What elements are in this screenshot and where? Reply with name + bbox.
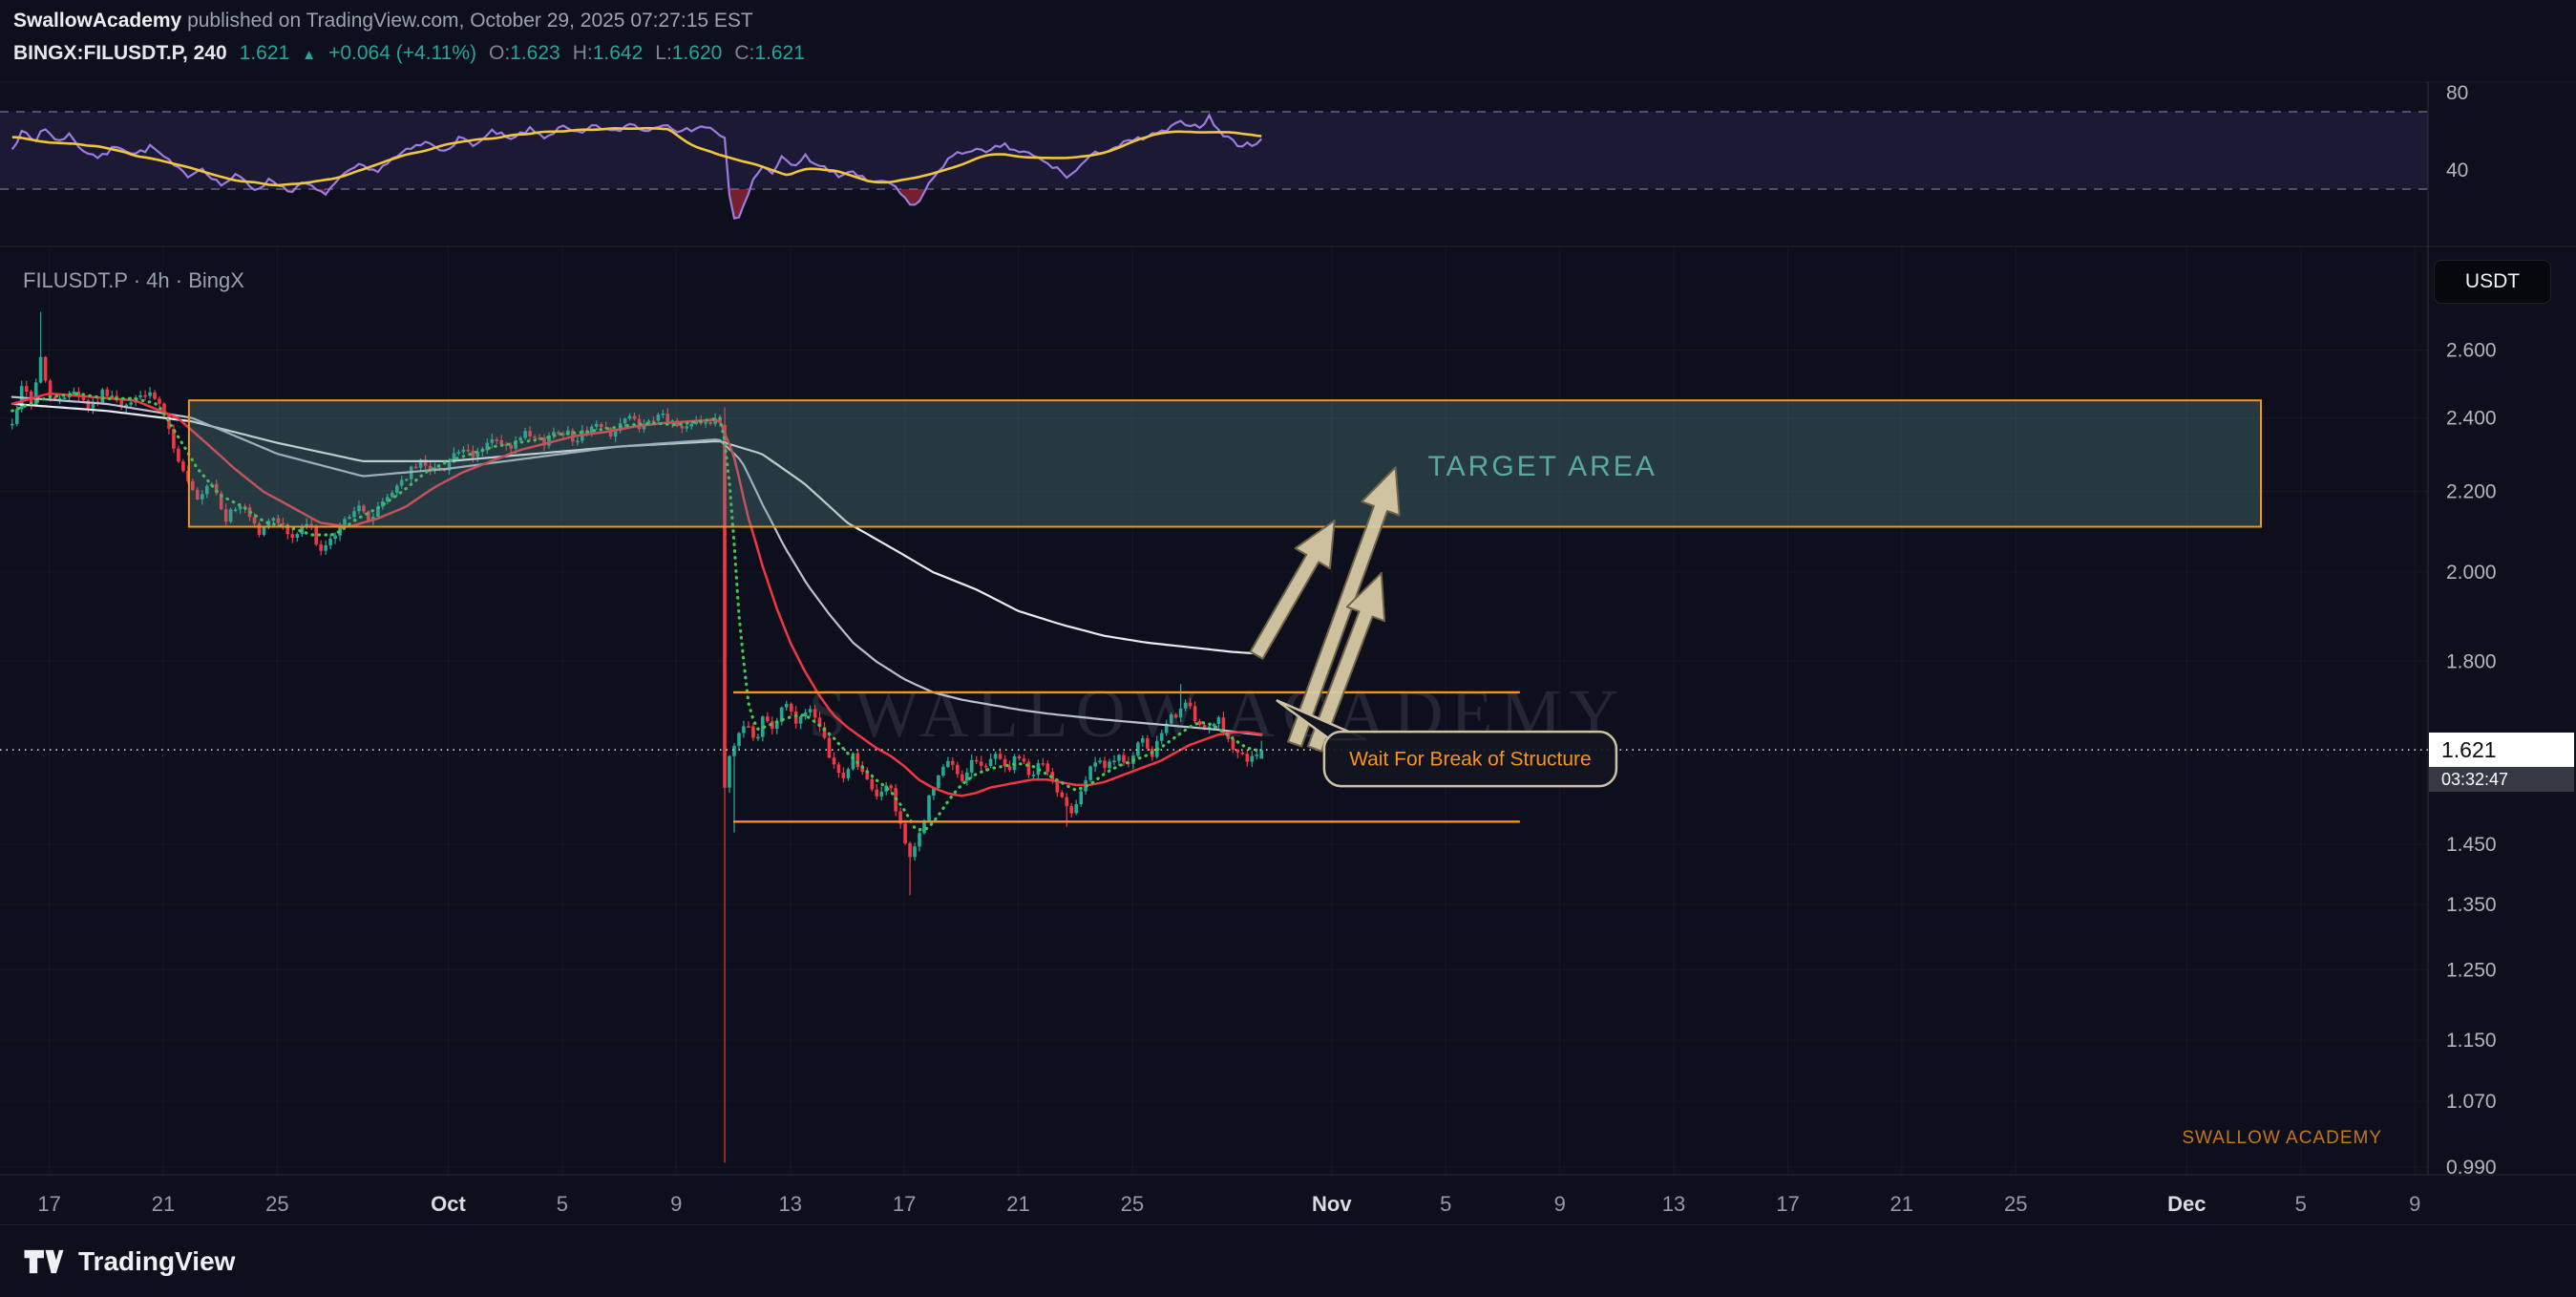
- svg-text:Oct: Oct: [431, 1192, 466, 1216]
- svg-text:2.400: 2.400: [2446, 408, 2497, 430]
- svg-text:5: 5: [1440, 1192, 1451, 1216]
- change-up-icon: ▲: [302, 47, 317, 63]
- price-pane[interactable]: TARGET AREA Wait For Break of Structure: [0, 311, 2428, 1163]
- symbol-name[interactable]: BINGX:FILUSDT.P, 240: [13, 42, 227, 64]
- ohlc-high: H:1.642: [572, 42, 644, 64]
- tradingview-wordmark[interactable]: TradingView: [78, 1245, 236, 1276]
- rsi-line: [11, 113, 1262, 220]
- symbol-info-row: BINGX:FILUSDT.P, 240 1.621 ▲ +0.064 (+4.…: [13, 42, 805, 65]
- callout-bubble[interactable]: [1322, 730, 1618, 788]
- up-arrow[interactable]: [1287, 466, 1401, 748]
- price-axis[interactable]: 2.600 2.400 2.200 2.000 1.800 1.450 1.350 1.250…: [2446, 82, 2497, 1179]
- author-name[interactable]: SwallowAcademy: [13, 10, 182, 32]
- svg-text:80: 80: [2446, 82, 2468, 104]
- rsi-oversold-fill: [729, 189, 749, 219]
- svg-text:21: 21: [1890, 1192, 1913, 1216]
- current-price-value: 1.621: [2429, 733, 2574, 767]
- svg-text:5: 5: [2295, 1192, 2307, 1216]
- svg-text:2.600: 2.600: [2446, 340, 2497, 362]
- time-axis[interactable]: 17 21 25 Oct 5 9 13 17 21 25 Nov 5 9 13 17 21 25 Dec 5 9: [37, 1192, 2420, 1216]
- ma-red: [11, 392, 1263, 797]
- ohlc-open: O:1.623: [488, 42, 560, 64]
- ma-white-fast: [11, 395, 1263, 736]
- svg-text:13: 13: [1662, 1192, 1685, 1216]
- target-area-label: TARGET AREA: [1428, 451, 1658, 482]
- target-area-rect[interactable]: [187, 399, 2263, 528]
- rsi-pane[interactable]: [0, 111, 2428, 220]
- svg-text:9: 9: [670, 1192, 682, 1216]
- publish-header: SwallowAcademy published on TradingView.…: [13, 10, 753, 32]
- ohlc-low: L:1.620: [655, 42, 723, 64]
- svg-text:17: 17: [893, 1192, 916, 1216]
- footer-bar: TradingView: [0, 1224, 2576, 1297]
- svg-text:Dec: Dec: [2167, 1192, 2206, 1216]
- ma-green-dotted: [11, 392, 1263, 832]
- svg-text:5: 5: [557, 1192, 568, 1216]
- last-price-value: 1.621: [239, 42, 290, 64]
- currency-toggle-button[interactable]: USDT: [2434, 260, 2551, 304]
- price-change: +0.064 (+4.11%): [328, 42, 476, 64]
- svg-text:13: 13: [778, 1192, 801, 1216]
- rsi-oversold-fill: [316, 189, 327, 195]
- svg-text:25: 25: [265, 1192, 288, 1216]
- svg-text:0.990: 0.990: [2446, 1157, 2497, 1179]
- ohlc-close: C:1.621: [734, 42, 805, 64]
- svg-text:1.070: 1.070: [2446, 1091, 2497, 1113]
- watermark-small-orange: SWALLOW ACADEMY: [2182, 1128, 2382, 1148]
- svg-text:17: 17: [1776, 1192, 1799, 1216]
- svg-text:25: 25: [2004, 1192, 2027, 1216]
- svg-text:2.000: 2.000: [2446, 562, 2497, 584]
- svg-text:25: 25: [1121, 1192, 1144, 1216]
- callout-text: Wait For Break of Structure: [1349, 749, 1592, 771]
- svg-text:1.250: 1.250: [2446, 959, 2497, 981]
- svg-text:9: 9: [2409, 1192, 2420, 1216]
- publish-info: published on TradingView.com, October 29…: [181, 10, 753, 32]
- current-price-label: 1.621 03:32:47: [2429, 733, 2574, 792]
- up-arrow[interactable]: [1249, 519, 1336, 660]
- tradingview-logo-icon[interactable]: [23, 1247, 65, 1276]
- svg-text:21: 21: [152, 1192, 175, 1216]
- svg-text:Nov: Nov: [1312, 1192, 1352, 1216]
- svg-text:17: 17: [37, 1192, 60, 1216]
- svg-text:1.800: 1.800: [2446, 650, 2497, 672]
- svg-text:9: 9: [1554, 1192, 1566, 1216]
- bar-countdown: 03:32:47: [2429, 767, 2574, 792]
- rsi-signal-line: [11, 126, 1262, 187]
- svg-text:21: 21: [1006, 1192, 1029, 1216]
- svg-text:2.200: 2.200: [2446, 481, 2497, 503]
- gridlines: [0, 246, 2428, 1175]
- chart-symbol-title[interactable]: FILUSDT.P · 4h · BingX: [23, 268, 244, 292]
- svg-text:40: 40: [2446, 159, 2468, 181]
- svg-text:1.350: 1.350: [2446, 894, 2497, 916]
- breakout-arrows[interactable]: [1249, 466, 1401, 753]
- svg-text:1.150: 1.150: [2446, 1030, 2497, 1052]
- svg-text:1.450: 1.450: [2446, 834, 2497, 856]
